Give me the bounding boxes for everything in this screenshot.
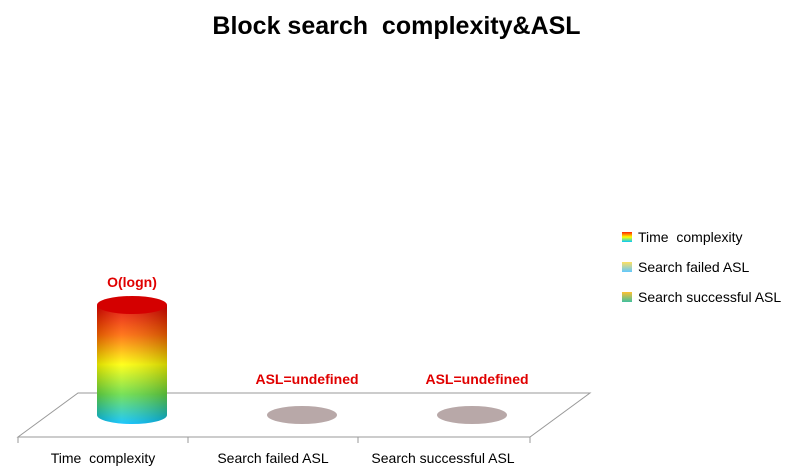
bar-3	[437, 406, 507, 424]
legend-label-1: Time complexity	[638, 229, 743, 245]
data-label-3: ASL=undefined	[425, 371, 528, 387]
x-tick-label-2: Search failed ASL	[217, 450, 329, 466]
x-tick-label-1: Time complexity	[51, 450, 156, 466]
data-label-2: ASL=undefined	[255, 371, 358, 387]
bar-2	[267, 406, 337, 424]
chart-title: Block search complexity&ASL	[212, 12, 581, 40]
legend-item-1: Time complexity	[622, 222, 781, 252]
legend-label-3: Search successful ASL	[638, 289, 782, 305]
legend-item-2: Search failed ASL	[622, 252, 781, 282]
legend-swatch-1	[622, 232, 632, 242]
legend-swatch-3	[622, 292, 632, 302]
bar-1	[97, 296, 167, 424]
data-label-1: O(logn)	[107, 274, 157, 290]
x-tick-label-3: Search successful ASL	[371, 450, 514, 466]
legend-swatch-2	[622, 262, 632, 272]
legend-item-3: Search successful ASL	[622, 282, 781, 312]
legend-label-2: Search failed ASL	[638, 259, 750, 275]
chart-legend: Time complexity Search failed ASL Search s…	[622, 222, 781, 312]
